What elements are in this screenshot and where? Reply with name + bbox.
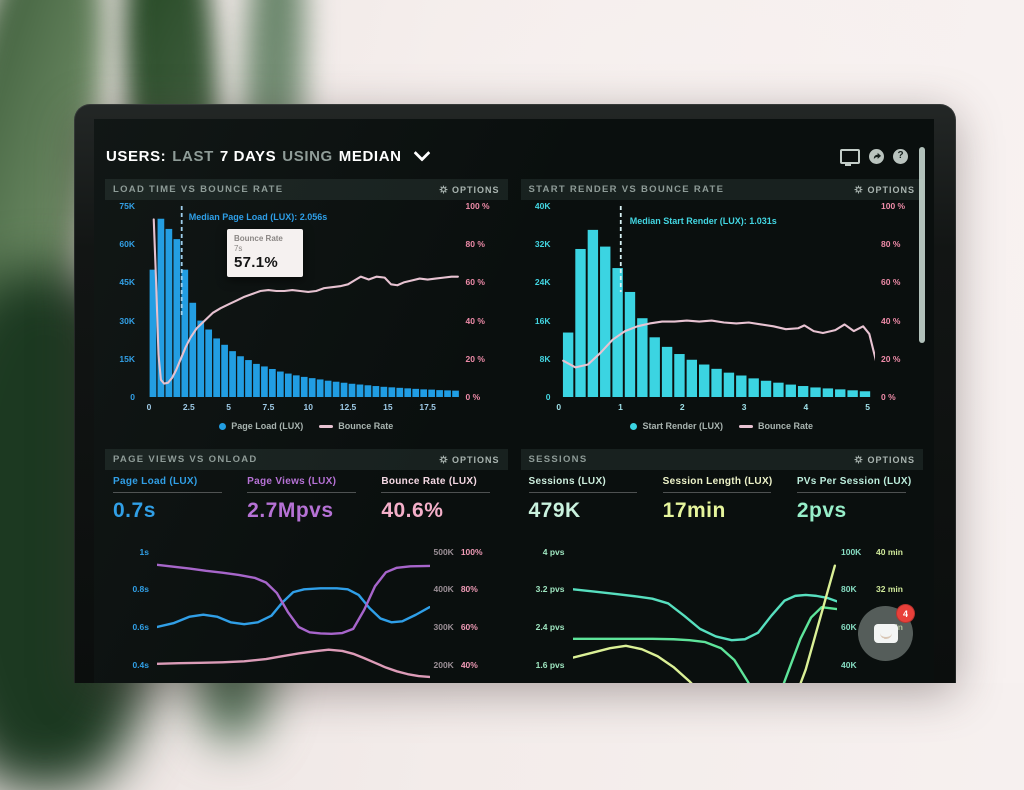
users-range-dropdown[interactable]: USERS: LAST 7 DAYS USING MEDIAN — [106, 144, 431, 165]
median-annotation: Median Page Load (LUX): 2.056s — [188, 211, 328, 222]
panel-grid: LOAD TIME VS BOUNCE RATE OPTIONS 75K 60K… — [105, 179, 923, 683]
gear-icon — [439, 185, 448, 194]
panel-page-views: PAGE VIEWS VS ONLOAD OPTIONS Page Load (… — [105, 449, 508, 683]
panel-header: PAGE VIEWS VS ONLOAD OPTIONS — [105, 449, 508, 470]
y-axis-right: 100 % 80 % 60 % 40 % 20 % 0 % — [465, 201, 490, 402]
title-segment: 7 DAYS — [219, 147, 277, 165]
load-time-chart[interactable]: Median Page Load (LUX): 2.056s Bounce Ra… — [141, 206, 460, 397]
metric-session-length: Session Length (LUX) 17min — [662, 476, 773, 522]
y-axis-left: 1s 0.8s 0.6s 0.4s — [132, 546, 149, 670]
laptop-screen: USERS: LAST 7 DAYS USING MEDIAN ? LOAD T… — [94, 119, 934, 683]
dot-marker — [219, 422, 227, 430]
options-button[interactable]: OPTIONS — [439, 185, 500, 195]
page-views-chart[interactable] — [157, 545, 430, 683]
metric-pvs-per-session: PVs Per Session (LUX) 2pvs — [796, 476, 912, 522]
bounce-rate-tooltip: Bounce Rate 7s 57.1% — [226, 228, 303, 277]
panel-title: LOAD TIME VS BOUNCE RATE — [113, 184, 284, 195]
panel-header: SESSIONS OPTIONS — [520, 449, 923, 470]
gear-icon — [855, 455, 863, 464]
metric-bounce-rate: Bounce Rate (LUX) 40.6% — [381, 476, 499, 542]
laptop-bezel: USERS: LAST 7 DAYS USING MEDIAN ? LOAD T… — [74, 104, 956, 683]
chat-widget-button[interactable]: 4 — [858, 604, 915, 661]
y-axis-left: 75K 60K 45K 30K 15K 0 — [119, 201, 135, 402]
x-axis: 0 2.5 5 7.5 10 12.5 15 17.5 — [146, 402, 436, 412]
gear-icon — [855, 185, 863, 194]
line-marker — [319, 424, 334, 428]
dashboard-header: USERS: LAST 7 DAYS USING MEDIAN ? — [106, 143, 924, 169]
title-segment: LAST — [172, 147, 214, 165]
legend: Start Render (LUX) Bounce Rate — [523, 415, 922, 437]
legend: Page Load (LUX) Bounce Rate — [107, 415, 506, 437]
metric-sessions: Sessions (LUX) 479K — [528, 476, 647, 542]
panel-title: PAGE VIEWS VS ONLOAD — [113, 454, 258, 465]
sessions-chart[interactable] — [573, 545, 838, 683]
legend-item: Page Load (LUX) — [219, 421, 303, 431]
y-axis-left: 40K 32K 24K 16K 8K 0 — [534, 201, 551, 402]
title-segment: MEDIAN — [338, 147, 402, 165]
y-axis-right: 100 % 80 % 60 % 40 % 20 % 0 % — [881, 201, 906, 402]
panel-title: SESSIONS — [528, 454, 588, 465]
help-icon[interactable]: ? — [893, 148, 908, 164]
dot-marker — [630, 422, 638, 430]
legend-item: Bounce Rate — [739, 421, 813, 431]
panel-header: LOAD TIME VS BOUNCE RATE OPTIONS — [105, 179, 508, 200]
scrollbar[interactable] — [919, 147, 925, 343]
options-button[interactable]: OPTIONS — [854, 455, 915, 465]
notification-badge: 4 — [896, 604, 915, 623]
chevron-down-icon — [413, 144, 431, 162]
line-marker — [739, 424, 753, 428]
options-button[interactable]: OPTIONS — [854, 185, 915, 195]
metric-page-load: Page Load (LUX) 0.7s — [113, 476, 231, 542]
display-icon[interactable] — [840, 148, 860, 166]
legend-item: Start Render (LUX) — [630, 421, 723, 431]
panel-header: START RENDER VS BOUNCE RATE OPTIONS — [520, 179, 923, 200]
gear-icon — [439, 455, 448, 464]
title-segment: USERS: — [106, 147, 167, 165]
legend-item: Bounce Rate — [319, 421, 393, 431]
median-annotation: Median Start Render (LUX): 1.031s — [629, 215, 777, 226]
panel-start-render: START RENDER VS BOUNCE RATE OPTIONS 40K … — [520, 179, 923, 437]
y-axis-left: 4 pvs 3.2 pvs 2.4 pvs 1.6 pvs — [535, 546, 565, 670]
start-render-chart[interactable]: Median Start Render (LUX): 1.031s — [557, 206, 876, 397]
chat-bubble-icon — [873, 624, 898, 643]
metric-page-views: Page Views (LUX) 2.7Mpvs — [247, 476, 365, 542]
metric-row: Sessions (LUX) 479K Session Length (LUX)… — [528, 476, 916, 542]
panel-title: START RENDER VS BOUNCE RATE — [528, 184, 725, 195]
panel-sessions: SESSIONS OPTIONS Sessions (LUX) 479K Ses… — [520, 449, 923, 683]
y-axis-right: 500K 100% 400K 80% 300K 60% 200K 40% — [433, 546, 483, 670]
options-button[interactable]: OPTIONS — [439, 455, 500, 465]
title-segment: USING — [282, 147, 333, 165]
x-axis: 0 1 2 3 4 5 — [556, 402, 871, 412]
metric-row: Page Load (LUX) 0.7s Page Views (LUX) 2.… — [113, 476, 500, 542]
share-icon[interactable] — [869, 148, 884, 164]
panel-load-time: LOAD TIME VS BOUNCE RATE OPTIONS 75K 60K… — [105, 179, 508, 437]
